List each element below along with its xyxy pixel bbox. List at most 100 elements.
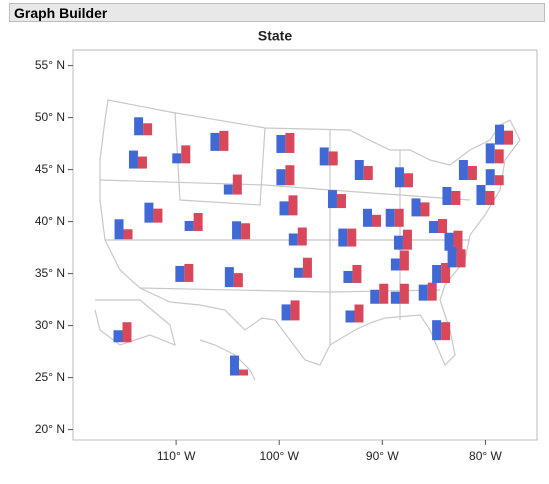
- bar: [429, 221, 439, 234]
- y-tick-label: 30° N: [35, 318, 65, 332]
- bar: [442, 186, 452, 205]
- bar: [494, 149, 504, 164]
- bar: [338, 228, 348, 247]
- bar: [128, 150, 138, 169]
- bar: [420, 202, 430, 217]
- bar: [181, 145, 191, 164]
- bar: [447, 247, 457, 268]
- x-tick-label: 100° W: [259, 449, 299, 463]
- bar: [399, 283, 409, 304]
- bar: [453, 230, 463, 251]
- bar: [495, 124, 505, 145]
- y-tick-label: 20° N: [35, 422, 65, 436]
- bar: [393, 235, 403, 250]
- bar: [402, 229, 412, 250]
- bar: [276, 134, 286, 153]
- bar: [114, 219, 124, 240]
- bar: [438, 219, 448, 234]
- bar: [233, 273, 243, 288]
- bar: [328, 151, 338, 166]
- bar: [347, 228, 357, 247]
- bar: [319, 147, 329, 166]
- bar: [172, 153, 182, 164]
- bar: [134, 117, 144, 136]
- bar: [379, 283, 389, 304]
- bar: [394, 208, 404, 227]
- bar: [343, 270, 353, 283]
- bar: [394, 167, 404, 188]
- y-tick-label: 40° N: [35, 214, 65, 228]
- bar: [485, 169, 495, 186]
- bar: [290, 300, 300, 321]
- bar: [297, 227, 307, 246]
- bar: [372, 214, 382, 227]
- bar: [411, 198, 421, 217]
- bar: [285, 132, 295, 153]
- bar: [285, 165, 295, 186]
- y-tick-label: 45° N: [35, 162, 65, 176]
- bar: [390, 291, 400, 304]
- bar: [485, 190, 495, 205]
- bar: [210, 132, 220, 151]
- bar: [143, 123, 153, 136]
- bar: [184, 263, 194, 282]
- bar: [123, 229, 133, 240]
- bar: [451, 190, 461, 205]
- bar: [276, 169, 286, 186]
- bar: [232, 174, 242, 195]
- bar: [441, 322, 451, 341]
- bar: [293, 267, 303, 278]
- bar: [144, 202, 154, 223]
- bar: [370, 289, 380, 304]
- bar: [153, 208, 163, 223]
- bar: [232, 221, 242, 240]
- bar: [432, 264, 442, 283]
- bar: [418, 284, 428, 301]
- plot-frame: [72, 49, 538, 441]
- chart-title: State: [258, 28, 292, 44]
- bar: [441, 262, 451, 283]
- bar: [336, 194, 346, 209]
- bar: [279, 201, 289, 216]
- bar: [403, 173, 413, 188]
- bar: [352, 264, 362, 283]
- x-tick-label: 90° W: [366, 449, 399, 463]
- bar: [458, 160, 468, 180]
- bar: [122, 322, 132, 343]
- bar: [175, 265, 185, 282]
- bar: [345, 310, 355, 323]
- bar: [390, 258, 400, 271]
- x-tick-label: 80° W: [469, 449, 502, 463]
- bar: [485, 143, 495, 164]
- bar: [230, 355, 240, 376]
- bar: [241, 223, 251, 240]
- bar: [354, 304, 364, 323]
- bar: [444, 232, 454, 251]
- bar: [432, 320, 442, 341]
- bar: [219, 130, 229, 151]
- bar: [494, 175, 504, 186]
- bar: [456, 249, 466, 268]
- bar: [363, 208, 373, 227]
- bar: [113, 330, 123, 343]
- bar: [302, 257, 312, 278]
- bar: [223, 184, 233, 195]
- bar: [239, 369, 249, 376]
- bar: [327, 190, 337, 209]
- bar: [476, 184, 486, 205]
- panel-header[interactable]: Graph Builder: [9, 3, 545, 22]
- bar: [504, 130, 514, 145]
- bar: [385, 208, 395, 227]
- bar: [288, 233, 298, 246]
- bar: [184, 220, 194, 231]
- y-tick-label: 50° N: [35, 110, 65, 124]
- bar: [354, 160, 364, 180]
- bar: [137, 156, 147, 169]
- bar: [427, 282, 437, 301]
- y-tick-label: 35° N: [35, 266, 65, 280]
- bar: [363, 166, 373, 180]
- bar: [193, 212, 203, 231]
- y-tick-label: 25° N: [35, 370, 65, 384]
